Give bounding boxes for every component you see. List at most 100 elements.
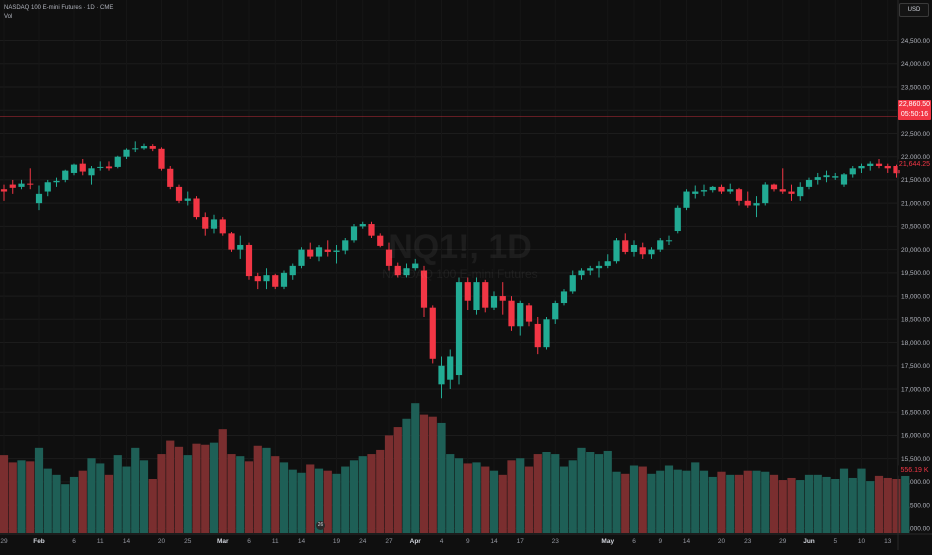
x-tick-label: 29 bbox=[0, 538, 8, 545]
candle-body bbox=[753, 203, 760, 206]
y-tick-label: 20,000.00 bbox=[901, 247, 930, 254]
x-tick-label: 6 bbox=[72, 538, 76, 545]
candle-body bbox=[70, 164, 78, 173]
candle-body bbox=[298, 249, 305, 266]
candle-body bbox=[893, 165, 900, 174]
candle-body bbox=[35, 193, 43, 204]
currency-button[interactable]: USD bbox=[899, 3, 929, 17]
candle-body bbox=[595, 265, 603, 269]
volume-bar bbox=[349, 460, 359, 533]
candle-body bbox=[700, 190, 708, 192]
candle-body bbox=[0, 189, 8, 192]
candle-body bbox=[788, 191, 795, 194]
volume-bar bbox=[437, 422, 446, 533]
volume-bar bbox=[244, 461, 254, 533]
volume-bar bbox=[52, 474, 61, 533]
volume-bar bbox=[664, 465, 674, 533]
volume-bar bbox=[323, 470, 332, 533]
volume-value-tag: 556.19 K bbox=[898, 465, 931, 476]
candle-body bbox=[123, 149, 130, 157]
volume-bar bbox=[481, 466, 490, 533]
volume-bar bbox=[17, 460, 26, 533]
volume-bar bbox=[8, 462, 17, 533]
volume-bar bbox=[778, 480, 787, 533]
candle-body bbox=[770, 184, 778, 190]
event-marker-icon[interactable]: 26 bbox=[316, 521, 325, 530]
candle-body bbox=[394, 265, 401, 276]
candle-body bbox=[884, 165, 891, 169]
candle-body bbox=[158, 148, 165, 169]
x-tick-label: 27 bbox=[385, 538, 393, 545]
candle-body bbox=[569, 275, 576, 292]
candle-body bbox=[368, 224, 375, 236]
candle-body bbox=[727, 189, 734, 192]
volume-bar bbox=[271, 456, 280, 533]
candle-body bbox=[403, 268, 410, 276]
x-tick-label: 6 bbox=[247, 538, 251, 545]
candle-body bbox=[875, 163, 883, 166]
candle-body bbox=[62, 170, 69, 180]
volume-bar bbox=[253, 445, 262, 533]
volume-bar bbox=[638, 466, 647, 533]
candle-body bbox=[552, 303, 559, 320]
volume-bar bbox=[489, 470, 499, 533]
y-tick-label: 18,000.00 bbox=[901, 340, 930, 347]
volume-bar bbox=[559, 466, 569, 533]
candle-body bbox=[849, 168, 856, 175]
candle-body bbox=[797, 186, 804, 197]
x-tick-label: Jun bbox=[803, 538, 815, 545]
volume-bar bbox=[682, 470, 691, 533]
candle-body bbox=[149, 146, 156, 149]
candle-body bbox=[254, 276, 261, 282]
candle-body bbox=[210, 219, 218, 229]
candle-body bbox=[840, 174, 848, 185]
volume-bar bbox=[839, 468, 849, 533]
candle-body bbox=[193, 198, 200, 218]
candle-body bbox=[132, 148, 139, 150]
candle-body bbox=[622, 240, 629, 252]
candle-body bbox=[858, 165, 865, 169]
candle-body bbox=[79, 163, 86, 172]
candle-body bbox=[692, 191, 699, 194]
volume-bar bbox=[472, 462, 481, 533]
volume-bar bbox=[122, 466, 131, 533]
x-tick-label: 20 bbox=[158, 538, 166, 545]
volume-bar bbox=[192, 443, 201, 533]
volume-bar bbox=[341, 466, 350, 533]
symbol-title[interactable]: NASDAQ 100 E-mini Futures · 1D · CME bbox=[4, 5, 114, 11]
candle-body bbox=[517, 303, 524, 327]
y-tick-label: 18,500.00 bbox=[901, 317, 930, 324]
last-price-value: 22,860.50 bbox=[898, 101, 931, 108]
y-tick-label: 21,000.00 bbox=[901, 200, 930, 207]
candle-body bbox=[184, 198, 191, 201]
volume-bar bbox=[174, 446, 184, 533]
candle-body bbox=[167, 168, 174, 187]
volume-indicator-label[interactable]: Vol bbox=[4, 14, 13, 20]
candle-body bbox=[342, 240, 349, 251]
volume-bar bbox=[708, 476, 717, 533]
candle-body bbox=[385, 249, 393, 266]
candle-body bbox=[455, 282, 463, 376]
candle-body bbox=[525, 305, 533, 322]
volume-bar bbox=[104, 474, 114, 533]
candle-body bbox=[53, 180, 60, 183]
volume-bar bbox=[166, 440, 175, 533]
last-price-tag: 22,860.50 05:50:16 bbox=[898, 100, 931, 120]
volume-bar bbox=[769, 474, 779, 533]
volume-bar bbox=[393, 427, 402, 533]
candle-body bbox=[613, 240, 620, 262]
volume-bar bbox=[279, 462, 289, 533]
x-tick-label: 25 bbox=[184, 538, 192, 545]
candle-body bbox=[578, 270, 585, 276]
chart-legend: NASDAQ 100 E-mini Futures · 1D · CME Vol bbox=[4, 4, 113, 22]
volume-bar bbox=[507, 460, 516, 533]
volume-bar bbox=[673, 469, 682, 533]
candle-body bbox=[648, 249, 655, 255]
x-tick-label: 9 bbox=[658, 538, 662, 545]
candle-body bbox=[263, 275, 270, 282]
candle-body bbox=[245, 244, 253, 277]
candle-body bbox=[105, 166, 113, 169]
x-tick-label: 17 bbox=[517, 538, 525, 545]
